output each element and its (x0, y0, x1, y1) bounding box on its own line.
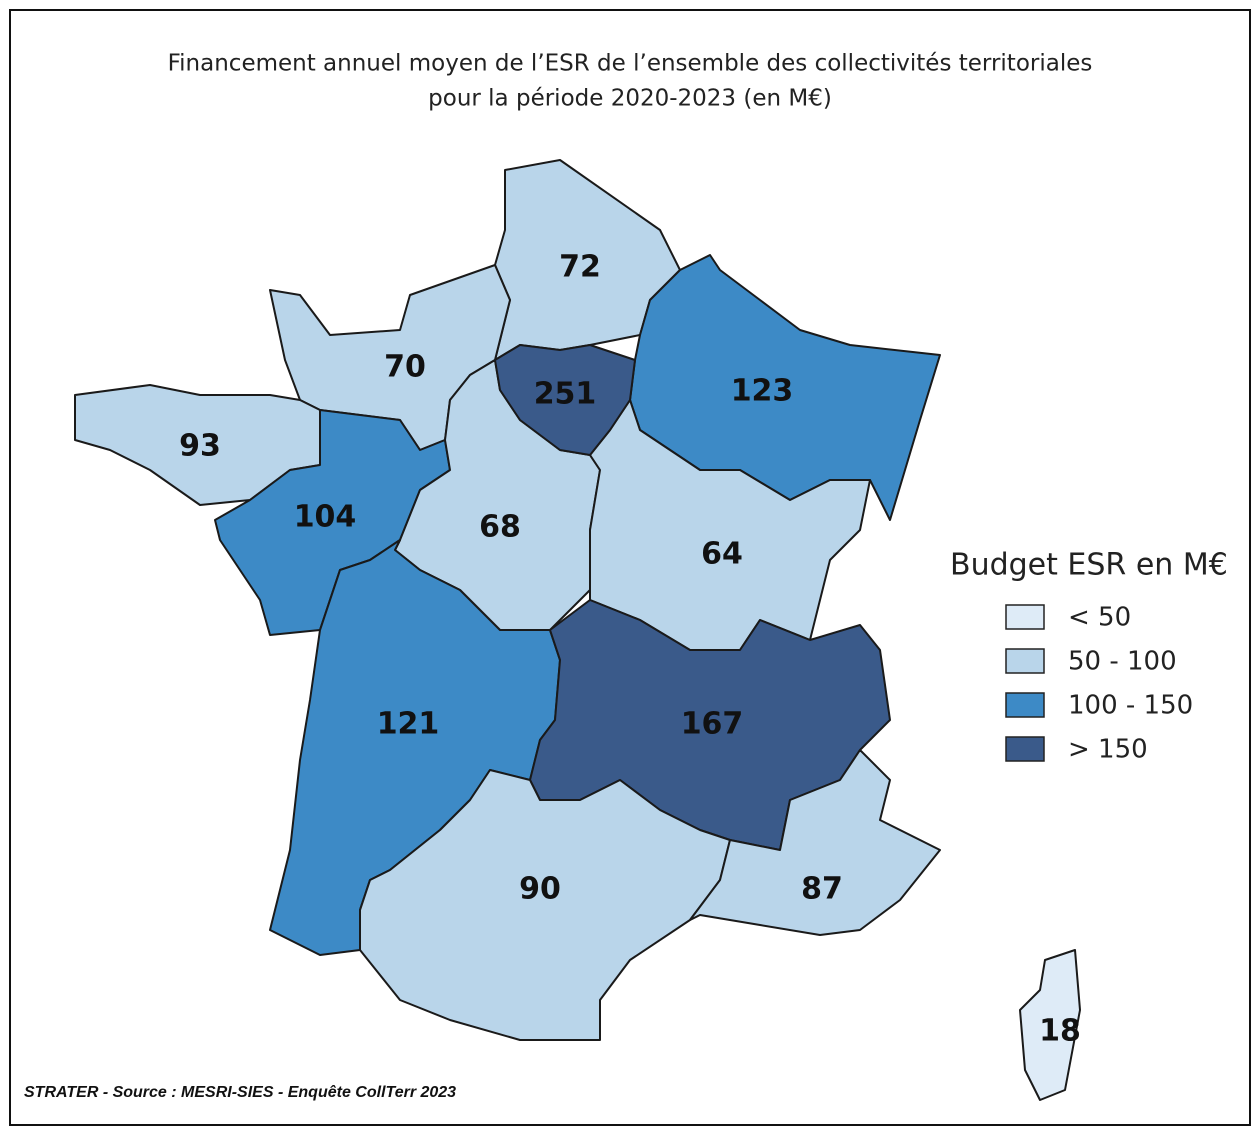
region-value: 90 (519, 872, 561, 907)
region-value: 251 (534, 377, 597, 412)
legend-swatch (1005, 604, 1045, 630)
region-value: 68 (479, 510, 521, 545)
region-value: 167 (681, 707, 744, 742)
source: STRATER - Source : MESRI-SIES - Enquête … (24, 1084, 456, 1101)
region-value: 121 (377, 707, 440, 742)
legend-label: < 50 (1068, 603, 1131, 633)
legend: < 50 50 - 100 100 - 150 > 150 (1005, 603, 1193, 765)
region-value: 18 (1039, 1014, 1081, 1049)
region-value: 93 (179, 429, 221, 464)
legend-label: > 150 (1068, 735, 1148, 765)
legend-swatch (1005, 736, 1045, 762)
region-value: 72 (559, 250, 601, 285)
regions (74, 159, 1081, 1101)
region (1019, 949, 1081, 1101)
region-labels: 72 70 251 123 93 104 68 64 121 167 90 87… (179, 250, 1081, 1049)
region-value: 123 (731, 374, 794, 409)
title-line: Financement annuel moyen de l’ESR de l’e… (168, 51, 1093, 77)
region (689, 749, 941, 936)
legend-swatch (1005, 692, 1045, 718)
region-value: 104 (294, 500, 357, 535)
legend-label: 100 - 150 (1068, 691, 1193, 721)
legend-title: Budget ESR en M€ (950, 548, 1228, 583)
region-value: 70 (384, 350, 426, 385)
region (494, 344, 636, 456)
title-line: pour la période 2020-2023 (en M€) (428, 86, 832, 112)
legend-swatch (1005, 648, 1045, 674)
region-value: 64 (701, 537, 743, 572)
region (359, 769, 731, 1041)
region (589, 399, 871, 651)
legend-label: 50 - 100 (1068, 647, 1177, 677)
region-value: 87 (801, 872, 843, 907)
